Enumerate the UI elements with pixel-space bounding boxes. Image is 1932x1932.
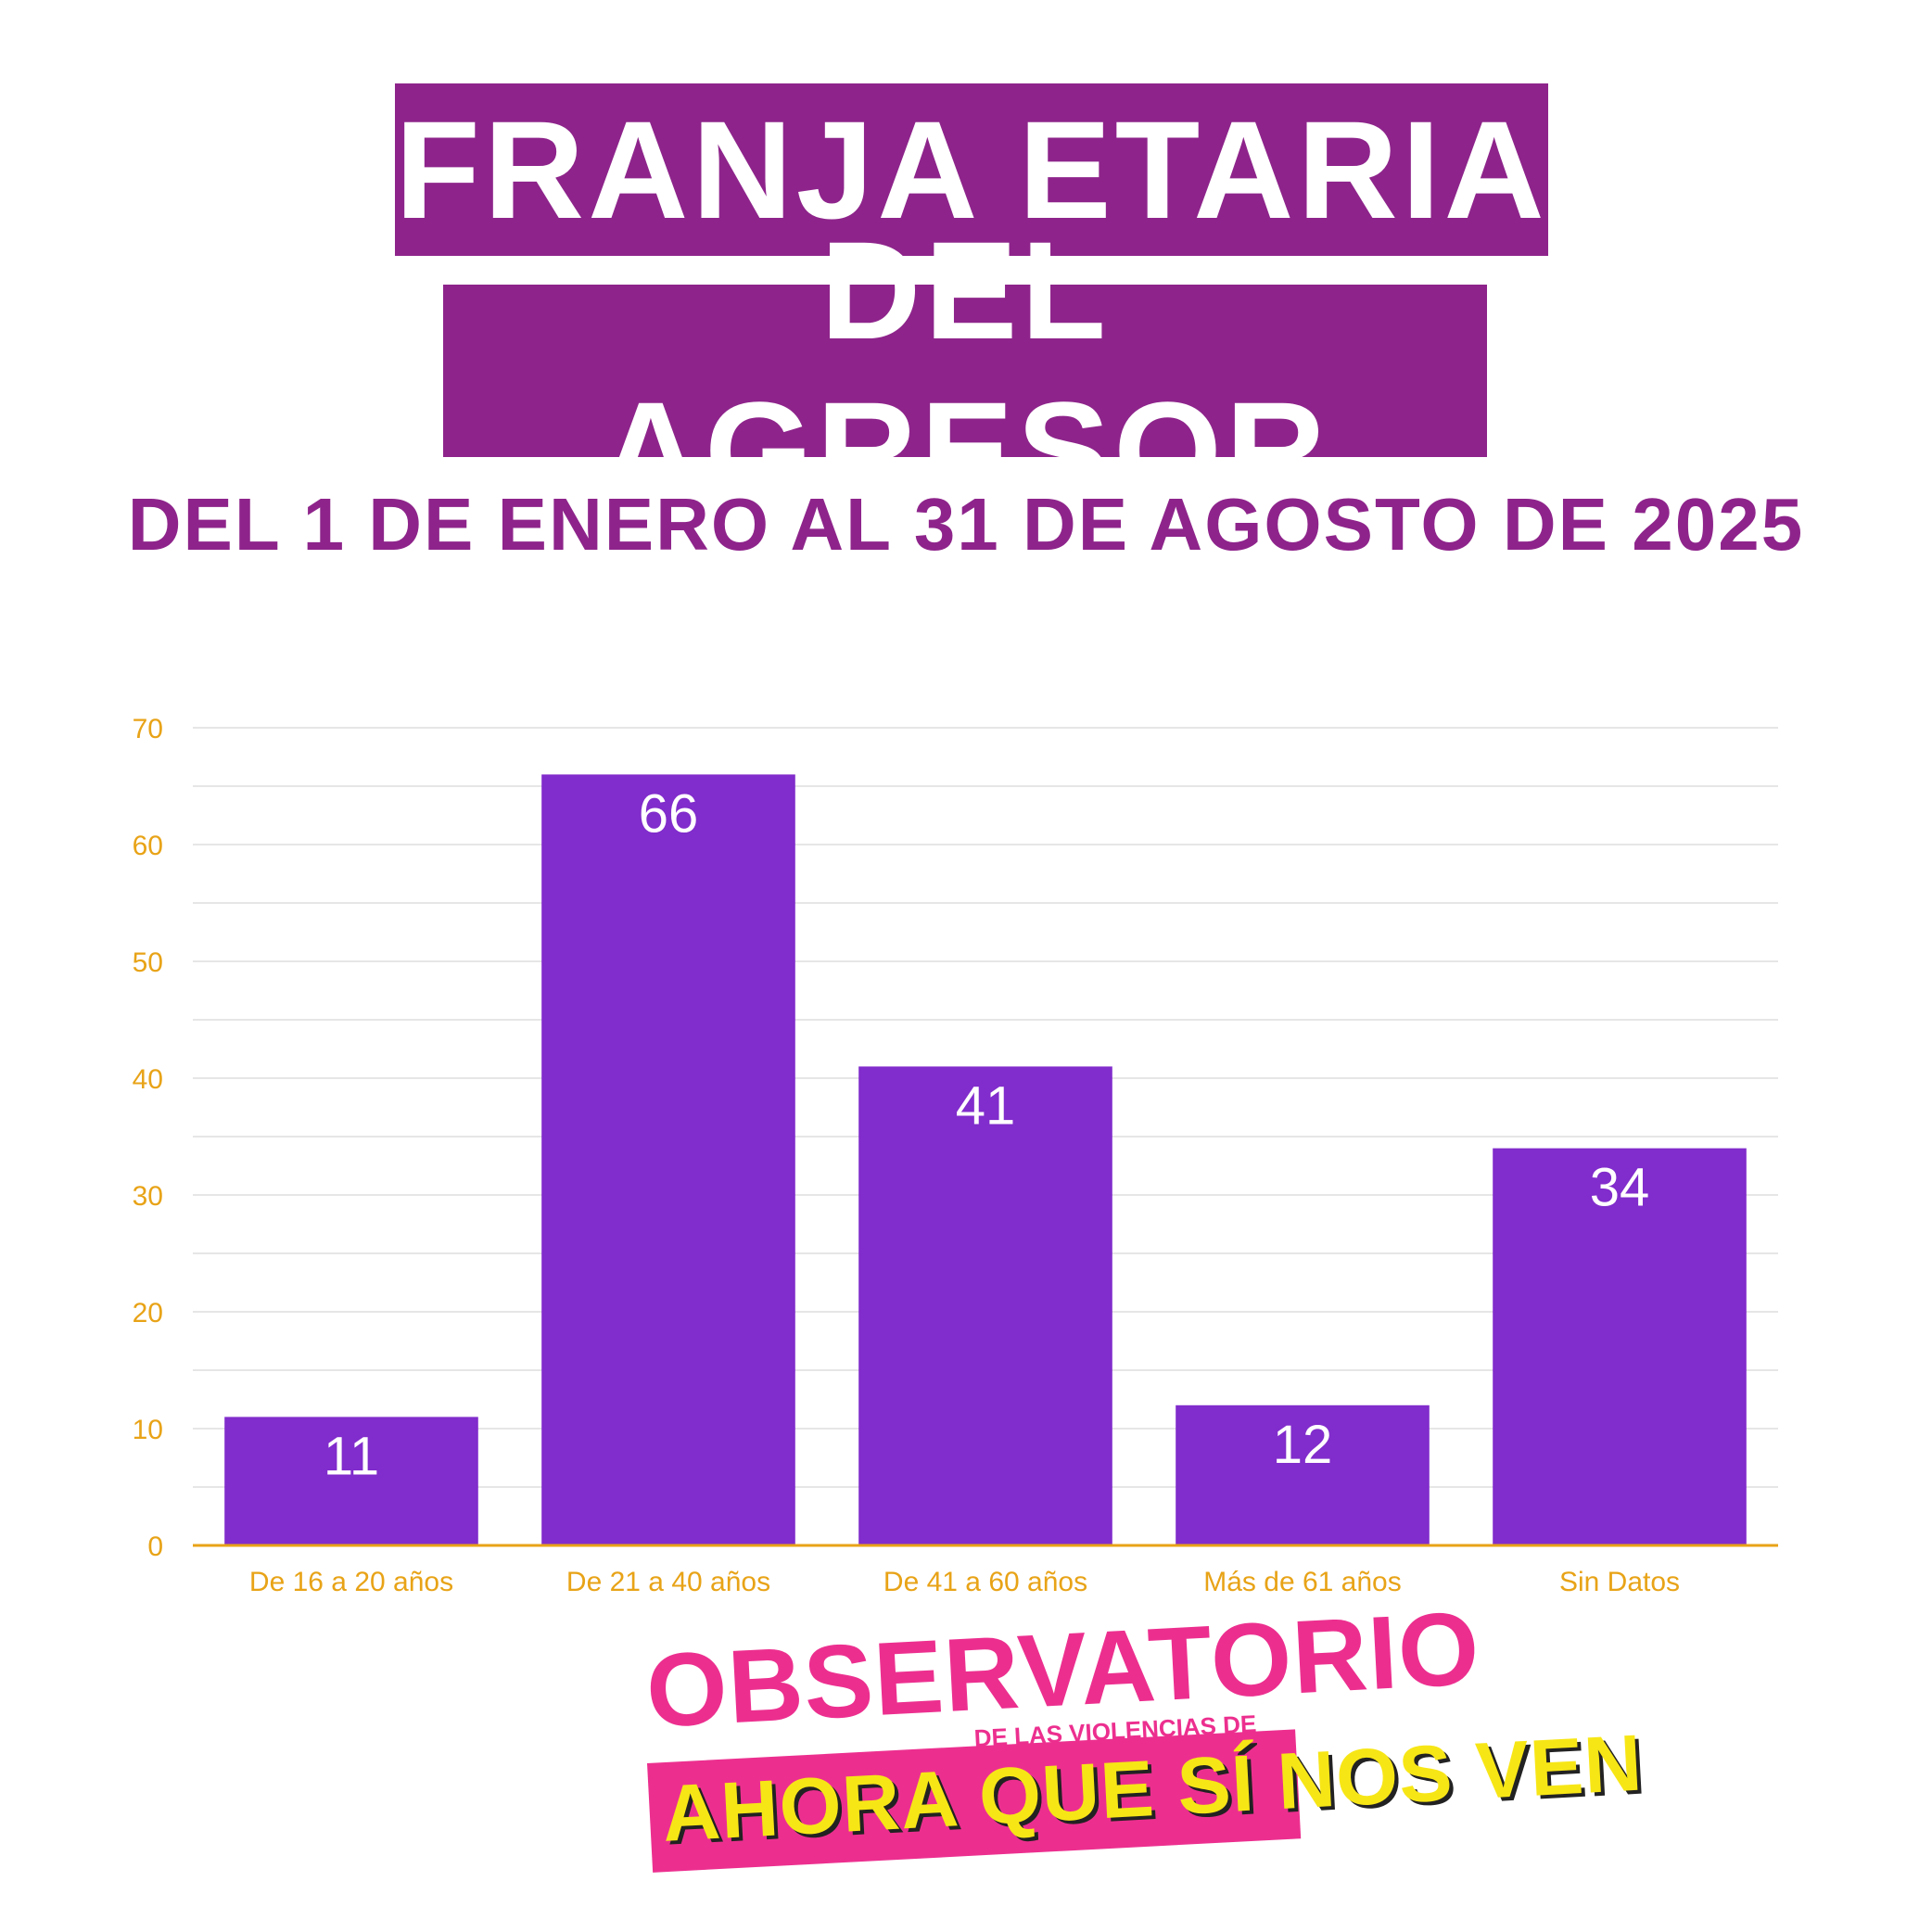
x-category-label: De 21 a 40 años xyxy=(566,1567,770,1597)
bar-value-label: 11 xyxy=(324,1426,379,1486)
y-tick-label: 70 xyxy=(133,714,163,744)
bars xyxy=(224,774,1747,1545)
observatorio-logo: OBSERVATORIO DE LAS VIOLENCIAS DE GÉNERO… xyxy=(640,1590,1645,1891)
bar xyxy=(1493,1148,1747,1545)
data-labels: 11 66 41 12 34 xyxy=(324,783,1649,1486)
bar xyxy=(858,1066,1112,1545)
y-tick-label: 50 xyxy=(133,947,163,978)
chart-subtitle: DEL 1 DE ENERO AL 31 DE AGOSTO DE 2025 xyxy=(127,483,1805,566)
x-category-label: De 41 a 60 años xyxy=(883,1567,1087,1597)
y-tick-label: 30 xyxy=(133,1181,163,1212)
y-tick-label: 10 xyxy=(133,1415,163,1445)
bar xyxy=(541,774,795,1545)
y-tick-label: 20 xyxy=(133,1298,163,1328)
bar-value-label: 66 xyxy=(639,783,699,844)
y-tick-label: 60 xyxy=(133,831,163,861)
y-axis-ticks: 0 10 20 30 40 50 60 70 xyxy=(133,714,163,1562)
x-category-label: Más de 61 años xyxy=(1203,1567,1401,1597)
bar-value-label: 12 xyxy=(1273,1415,1333,1475)
x-category-label: Sin Datos xyxy=(1559,1567,1680,1597)
y-tick-label: 0 xyxy=(147,1532,163,1562)
chart-title-line-1: FRANJA ETARIA xyxy=(395,83,1548,256)
y-tick-label: 40 xyxy=(133,1064,163,1095)
bar xyxy=(1176,1405,1430,1545)
x-category-label: De 16 a 20 años xyxy=(249,1567,453,1597)
bar-value-label: 41 xyxy=(956,1075,1016,1136)
bar xyxy=(224,1417,478,1545)
bar-value-label: 34 xyxy=(1590,1158,1650,1218)
x-axis-categories: De 16 a 20 años De 21 a 40 años De 41 a 60… xyxy=(249,1567,1680,1597)
